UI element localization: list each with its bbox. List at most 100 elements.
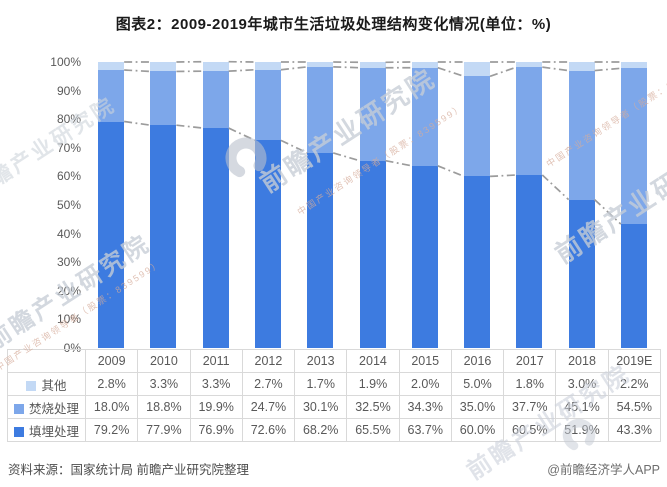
- bar-segment-landfill: [464, 176, 491, 348]
- table-header-year: 2013: [294, 349, 348, 373]
- series-line-segment: [489, 66, 517, 78]
- table-value-cell: 54.5%: [607, 395, 661, 419]
- legend-swatch-icon: [26, 380, 37, 391]
- y-tick-label: 70%: [56, 140, 81, 155]
- table-value-cell: 32.5%: [346, 395, 400, 419]
- series-line-segment: [124, 120, 151, 127]
- series-line-segment: [332, 152, 360, 162]
- bar-segment-landfill: [307, 152, 334, 348]
- y-tick-label: 10%: [56, 312, 81, 327]
- table-value-cell: 2.7%: [241, 372, 296, 396]
- bar-segment-landfill: [620, 224, 647, 348]
- legend-cell-other: 其他: [7, 372, 86, 396]
- table-value-cell: 30.1%: [294, 395, 348, 419]
- table-value-cell: 3.3%: [189, 372, 243, 396]
- table-row-other: 其他 2.8% 3.3% 3.3% 2.7% 1.7% 1.9% 2.0% 5.0% 1.8% 3.…: [7, 372, 661, 396]
- bar-segment-landfill: [98, 121, 125, 348]
- source-note: 资料来源：国家统计局 前瞻产业研究院整理: [8, 463, 249, 477]
- bar-segment-landfill: [150, 125, 177, 348]
- series-line-segment: [437, 66, 465, 78]
- y-tick-label: 40%: [56, 226, 81, 241]
- table-value-cell: 79.2%: [84, 418, 139, 442]
- table-value-cell: 60.0%: [450, 418, 505, 442]
- table-header-year: 2009: [84, 349, 139, 373]
- bar-segment-incineration: [464, 76, 491, 177]
- table-row-landfill: 填埋处理 79.2% 77.9% 76.9% 72.6% 68.2% 65.5% 63.7% 6…: [7, 418, 661, 442]
- table-value-cell: 1.9%: [346, 372, 400, 396]
- series-line-segment: [280, 66, 308, 71]
- bar-segment-landfill: [359, 160, 386, 348]
- bar-segment-landfill: [568, 199, 595, 348]
- y-tick-label: 50%: [56, 198, 81, 212]
- legend-cell-incineration: 焚烧处理: [7, 395, 86, 419]
- series-line-segment: [594, 67, 621, 72]
- y-axis: 0% 10% 20% 30% 40% 50% 60% 70% 80% 90% 100%: [0, 0, 81, 360]
- bar-segment-incineration: [359, 67, 386, 161]
- y-tick-label: 100%: [50, 55, 81, 69]
- series-line-segment: [542, 66, 569, 72]
- table-value-cell: 77.9%: [137, 418, 191, 442]
- bar-segment-other: [359, 62, 386, 68]
- bar-segment-incineration: [307, 66, 334, 153]
- series-line-segment: [124, 69, 151, 73]
- table-value-cell: 1.7%: [294, 372, 348, 396]
- legend-cell-landfill: 填埋处理: [7, 418, 86, 442]
- bar-segment-landfill: [411, 165, 438, 348]
- series-line-segment: [228, 127, 256, 142]
- chart-title: 图表2：2009-2019年城市生活垃圾处理结构变化情况(单位：%): [115, 16, 552, 33]
- bar-segment-incineration: [254, 69, 281, 141]
- bar-segment-other: [254, 62, 281, 70]
- table-value-cell: 68.2%: [294, 418, 348, 442]
- table-header-year: 2012: [241, 349, 296, 373]
- bar-segment-other: [620, 62, 647, 69]
- table-value-cell: 65.5%: [346, 418, 400, 442]
- bar-segment-landfill: [516, 174, 543, 348]
- series-line-segment: [280, 139, 308, 154]
- bar-segment-other: [202, 61, 229, 72]
- bar-segment-incineration: [202, 71, 229, 129]
- table-header-row: 2009 2010 2011 2012 2013 2014 2015 2016 2017 2018…: [7, 349, 661, 373]
- series-line-segment: [594, 198, 622, 225]
- series-line-segment: [228, 68, 255, 72]
- bar-segment-other: [98, 62, 125, 71]
- table-value-cell: 2.0%: [398, 372, 452, 396]
- table-value-cell: 63.7%: [398, 418, 452, 442]
- series-line-segment: [385, 159, 412, 167]
- table-value-cell: 18.8%: [137, 395, 191, 419]
- series-line-segment: [437, 165, 465, 178]
- bar-segment-other: [464, 62, 491, 77]
- table-value-cell: 37.7%: [503, 395, 557, 419]
- bar-segment-incineration: [568, 70, 595, 200]
- legend-swatch-icon: [13, 403, 24, 414]
- table-header-year: 2018: [555, 349, 609, 373]
- table-value-cell: 51.9%: [555, 418, 609, 442]
- table-value-cell: 43.3%: [607, 418, 661, 442]
- table-value-cell: 5.0%: [450, 372, 505, 396]
- table-value-cell: 2.8%: [84, 372, 139, 396]
- table-header-year: 2015: [398, 349, 452, 373]
- table-value-cell: 72.6%: [241, 418, 296, 442]
- series-line-segment: [333, 66, 360, 69]
- table-value-cell: 45.1%: [555, 395, 609, 419]
- series-line-segment: [176, 124, 203, 129]
- table-header-year: 2019E: [607, 349, 661, 373]
- bar-segment-incineration: [620, 68, 647, 225]
- table-value-cell: 76.9%: [189, 418, 243, 442]
- bar-segment-incineration: [411, 67, 438, 166]
- bar-segment-other: [150, 62, 177, 72]
- plot-area: [85, 60, 660, 348]
- bar-segment-incineration: [150, 71, 177, 126]
- table-value-cell: 2.2%: [607, 372, 661, 396]
- legend-swatch-icon: [13, 426, 24, 437]
- bar-segment-other: [307, 62, 334, 67]
- table-corner-cell: [7, 349, 86, 373]
- bar-segment-landfill: [202, 128, 229, 348]
- table-value-cell: 3.0%: [555, 372, 609, 396]
- y-tick-label: 60%: [56, 169, 81, 184]
- bar-segment-incineration: [98, 70, 125, 122]
- y-tick-label: 80%: [56, 112, 81, 127]
- table-header-year: 2016: [450, 349, 505, 373]
- table-header-year: 2014: [346, 349, 400, 373]
- table-value-cell: 34.3%: [398, 395, 452, 419]
- table-row-incineration: 焚烧处理 18.0% 18.8% 19.9% 24.7% 30.1% 32.5% 34.3% 3…: [7, 395, 661, 419]
